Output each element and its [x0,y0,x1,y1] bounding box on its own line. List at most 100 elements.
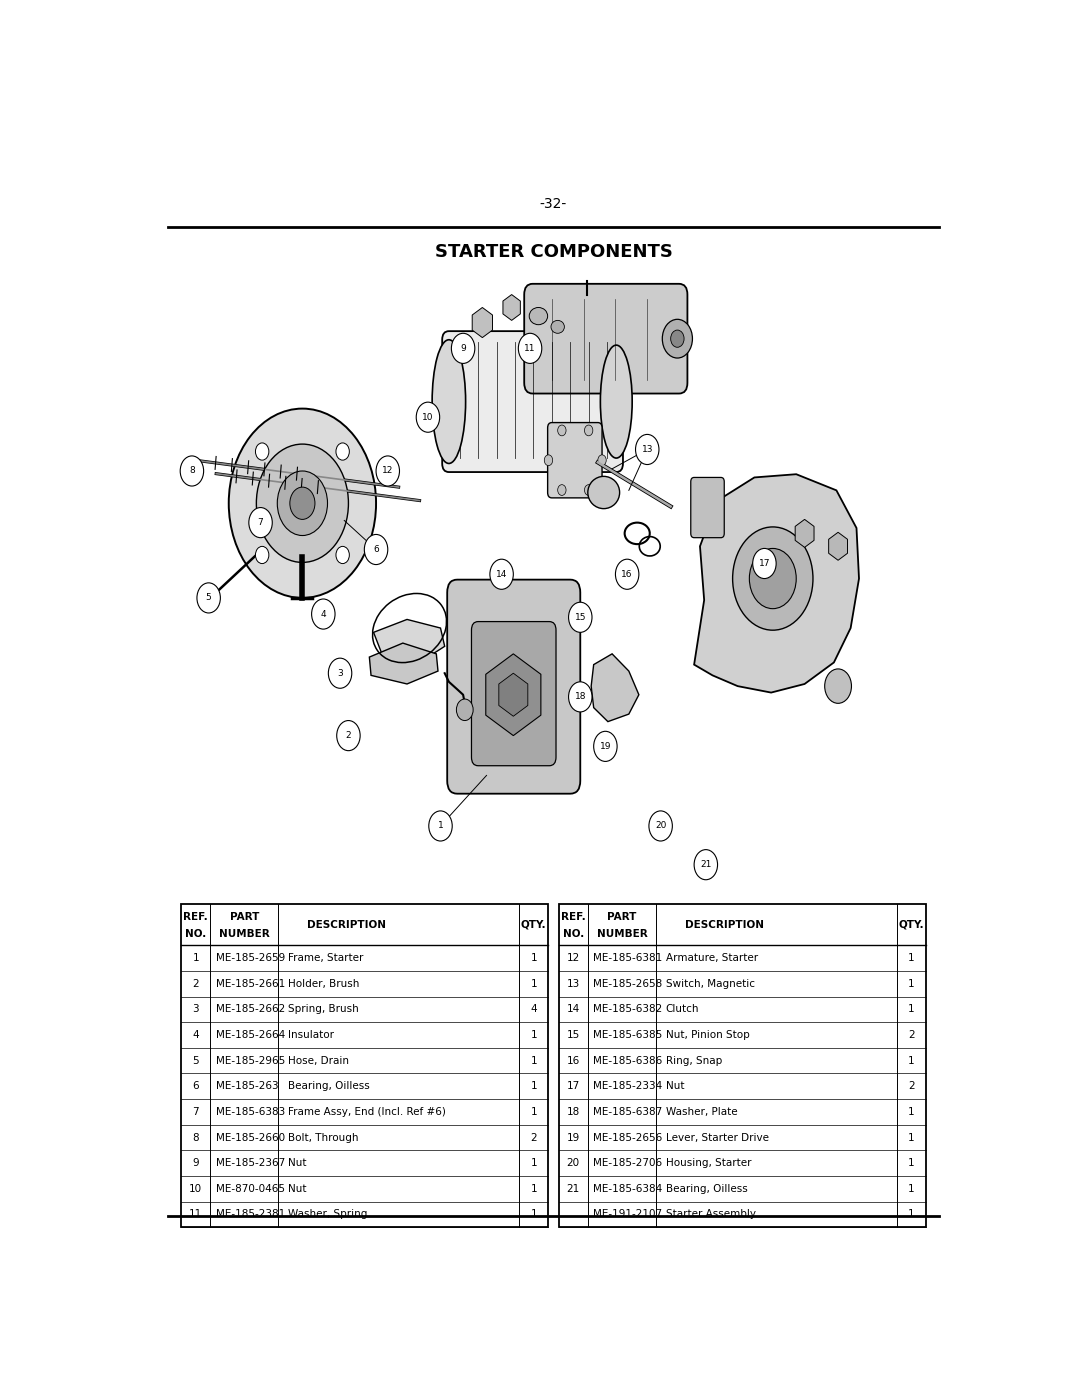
Circle shape [584,485,593,496]
Text: 4: 4 [530,1004,537,1014]
Text: Washer, Plate: Washer, Plate [665,1106,738,1116]
Text: 1: 1 [530,1081,537,1091]
Ellipse shape [432,339,465,464]
Ellipse shape [588,476,620,509]
Text: 5: 5 [192,1056,199,1066]
Text: QTY.: QTY. [521,921,546,930]
Text: 1: 1 [530,1183,537,1194]
Text: 6: 6 [192,1081,199,1091]
Circle shape [289,488,315,520]
Text: ME-185-2706: ME-185-2706 [593,1158,662,1168]
Text: ME-870-0465: ME-870-0465 [216,1183,285,1194]
Circle shape [557,425,566,436]
Circle shape [544,455,553,465]
Text: DESCRIPTION: DESCRIPTION [308,921,387,930]
Text: ME-185-6381: ME-185-6381 [593,953,663,963]
Text: ME-185-2659: ME-185-2659 [216,953,285,963]
Text: Nut: Nut [288,1183,307,1194]
Circle shape [364,535,388,564]
Text: 19: 19 [567,1133,580,1143]
Text: 12: 12 [382,467,393,475]
Text: 2: 2 [530,1133,537,1143]
Text: 1: 1 [530,1106,537,1116]
Text: Washer, Spring: Washer, Spring [288,1210,367,1220]
Text: 3: 3 [337,669,343,678]
Text: 13: 13 [567,979,580,989]
Polygon shape [374,619,445,662]
FancyBboxPatch shape [548,422,602,497]
Text: Bearing, Oilless: Bearing, Oilless [288,1081,369,1091]
Text: 17: 17 [567,1081,580,1091]
Text: 1: 1 [908,1183,915,1194]
Text: 18: 18 [567,1106,580,1116]
Text: 9: 9 [192,1158,199,1168]
Text: 1: 1 [530,1056,537,1066]
Circle shape [825,669,851,703]
Text: 15: 15 [575,613,586,622]
Text: 1: 1 [908,1133,915,1143]
Text: ME-185-6386: ME-185-6386 [593,1056,663,1066]
Text: 19: 19 [599,742,611,750]
Polygon shape [694,474,859,693]
Text: Nut: Nut [665,1081,684,1091]
Circle shape [197,583,220,613]
Text: 14: 14 [567,1004,580,1014]
Text: Housing, Starter: Housing, Starter [665,1158,751,1168]
Text: Armature, Starter: Armature, Starter [665,953,758,963]
Text: 20: 20 [567,1158,580,1168]
Circle shape [312,599,335,629]
Circle shape [337,721,360,750]
Text: ME-185-2656: ME-185-2656 [593,1133,663,1143]
Circle shape [518,334,542,363]
Circle shape [204,590,217,606]
Circle shape [328,658,352,689]
Text: ME-185-6383: ME-185-6383 [216,1106,285,1116]
Text: 8: 8 [189,467,194,475]
Circle shape [278,471,327,535]
Text: 1: 1 [437,821,444,830]
Text: ME-185-6387: ME-185-6387 [593,1106,663,1116]
Circle shape [694,849,717,880]
Text: Clutch: Clutch [665,1004,699,1014]
Text: Insulator: Insulator [288,1030,334,1039]
Text: ME-185-2658: ME-185-2658 [593,979,663,989]
Text: 1: 1 [908,953,915,963]
Text: PART: PART [230,912,259,922]
Text: 1: 1 [908,1158,915,1168]
Text: -32-: -32- [540,197,567,211]
Circle shape [616,559,639,590]
Text: DESCRIPTION: DESCRIPTION [685,921,764,930]
Circle shape [490,559,513,590]
Text: NO.: NO. [185,929,206,939]
Circle shape [248,507,272,538]
Text: 17: 17 [758,559,770,569]
Circle shape [557,485,566,496]
Text: ME-185-263: ME-185-263 [216,1081,279,1091]
Text: Bolt, Through: Bolt, Through [288,1133,359,1143]
Text: Switch, Magnetic: Switch, Magnetic [665,979,755,989]
Circle shape [671,330,684,348]
Text: Frame Assy, End (Incl. Ref #6): Frame Assy, End (Incl. Ref #6) [288,1106,446,1116]
Text: 15: 15 [567,1030,580,1039]
Text: 16: 16 [567,1056,580,1066]
Text: 5: 5 [206,594,212,602]
Text: REF.: REF. [561,912,585,922]
Text: ME-185-2661: ME-185-2661 [216,979,285,989]
Circle shape [429,810,453,841]
Circle shape [594,731,617,761]
Text: 10: 10 [422,412,434,422]
Text: Holder, Brush: Holder, Brush [288,979,360,989]
Text: 1: 1 [530,1030,537,1039]
Text: ME-185-2660: ME-185-2660 [216,1133,285,1143]
Ellipse shape [529,307,548,324]
Circle shape [568,602,592,633]
Text: Nut, Pinion Stop: Nut, Pinion Stop [665,1030,750,1039]
Circle shape [753,549,777,578]
Circle shape [376,455,400,486]
Circle shape [584,425,593,436]
Text: 2: 2 [346,731,351,740]
Text: 11: 11 [189,1210,202,1220]
Text: 2: 2 [908,1030,915,1039]
Text: 7: 7 [192,1106,199,1116]
Text: 18: 18 [575,693,586,701]
